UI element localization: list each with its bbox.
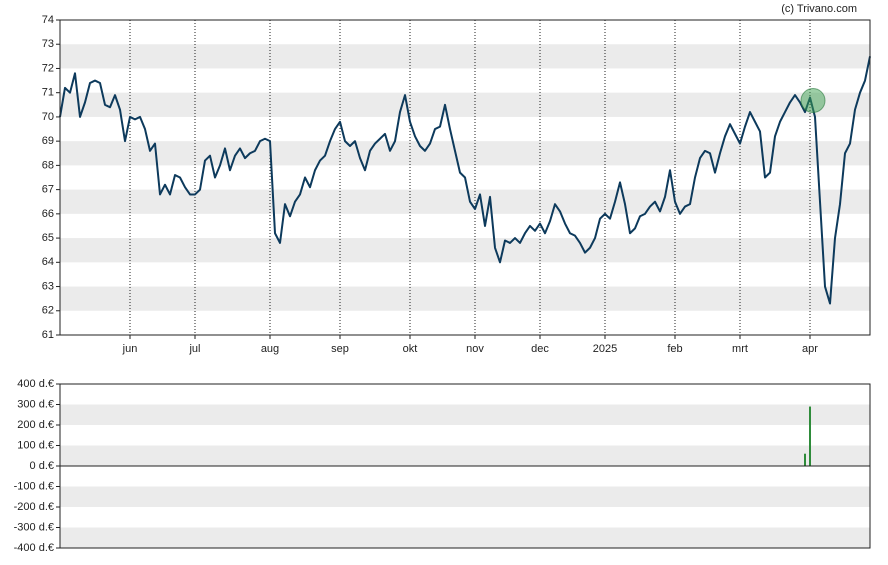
y-tick-label: 68 xyxy=(42,159,54,171)
y-tick-label: 73 xyxy=(42,38,54,50)
y-tick-label: 300 d.€ xyxy=(17,398,54,410)
bar xyxy=(804,453,806,466)
y-tick-label: -400 d.€ xyxy=(14,542,54,554)
grid-band xyxy=(60,445,870,466)
y-tick-label: 67 xyxy=(42,184,54,196)
y-tick-label: -200 d.€ xyxy=(14,501,54,513)
plot-frame xyxy=(59,19,871,336)
source: (c) Trivano.com xyxy=(781,3,857,15)
y-tick-label: 200 d.€ xyxy=(17,419,54,431)
grid-band xyxy=(60,486,870,507)
x-tick-label: jul xyxy=(188,343,200,355)
highlight-marker xyxy=(800,88,826,114)
y-tick-label: 100 d.€ xyxy=(17,439,54,451)
x-tick-label: okt xyxy=(403,343,418,355)
plot-frame xyxy=(59,383,871,549)
grid-band xyxy=(60,189,870,214)
y-tick-label: 72 xyxy=(42,62,54,74)
x-tick-label: sep xyxy=(331,343,349,355)
y-tick-label: -100 d.€ xyxy=(14,480,54,492)
x-tick-label: aug xyxy=(261,343,279,355)
x-tick-label: apr xyxy=(802,343,818,355)
x-tick-label: 2025 xyxy=(593,343,617,355)
y-tick-label: 64 xyxy=(42,256,54,268)
y-tick-label: 74 xyxy=(42,14,54,26)
y-tick-label: 0 d.€ xyxy=(30,460,54,472)
grid-band xyxy=(60,527,870,548)
y-tick-label: 63 xyxy=(42,280,54,292)
x-tick-label: mrt xyxy=(732,343,748,355)
y-tick-label: 70 xyxy=(42,111,54,123)
y-tick-label: 65 xyxy=(42,232,54,244)
x-tick-label: nov xyxy=(466,343,484,355)
x-tick-label: dec xyxy=(531,343,549,355)
bar xyxy=(809,406,811,466)
y-tick-label: 400 d.€ xyxy=(17,378,54,390)
y-tick-label: 66 xyxy=(42,208,54,220)
grid-band xyxy=(60,92,870,117)
y-tick-label: -300 d.€ xyxy=(14,521,54,533)
y-tick-label: 71 xyxy=(42,87,54,99)
grid-band xyxy=(60,44,870,69)
y-tick-label: 61 xyxy=(42,329,54,341)
grid-band xyxy=(60,238,870,263)
price-line xyxy=(59,56,871,305)
grid-band xyxy=(60,404,870,425)
grid-band xyxy=(60,141,870,166)
x-tick-label: feb xyxy=(667,343,682,355)
y-tick-label: 69 xyxy=(42,135,54,147)
grid-band xyxy=(60,286,870,311)
x-tick-label: jun xyxy=(122,343,138,355)
y-tick-label: 62 xyxy=(42,305,54,317)
